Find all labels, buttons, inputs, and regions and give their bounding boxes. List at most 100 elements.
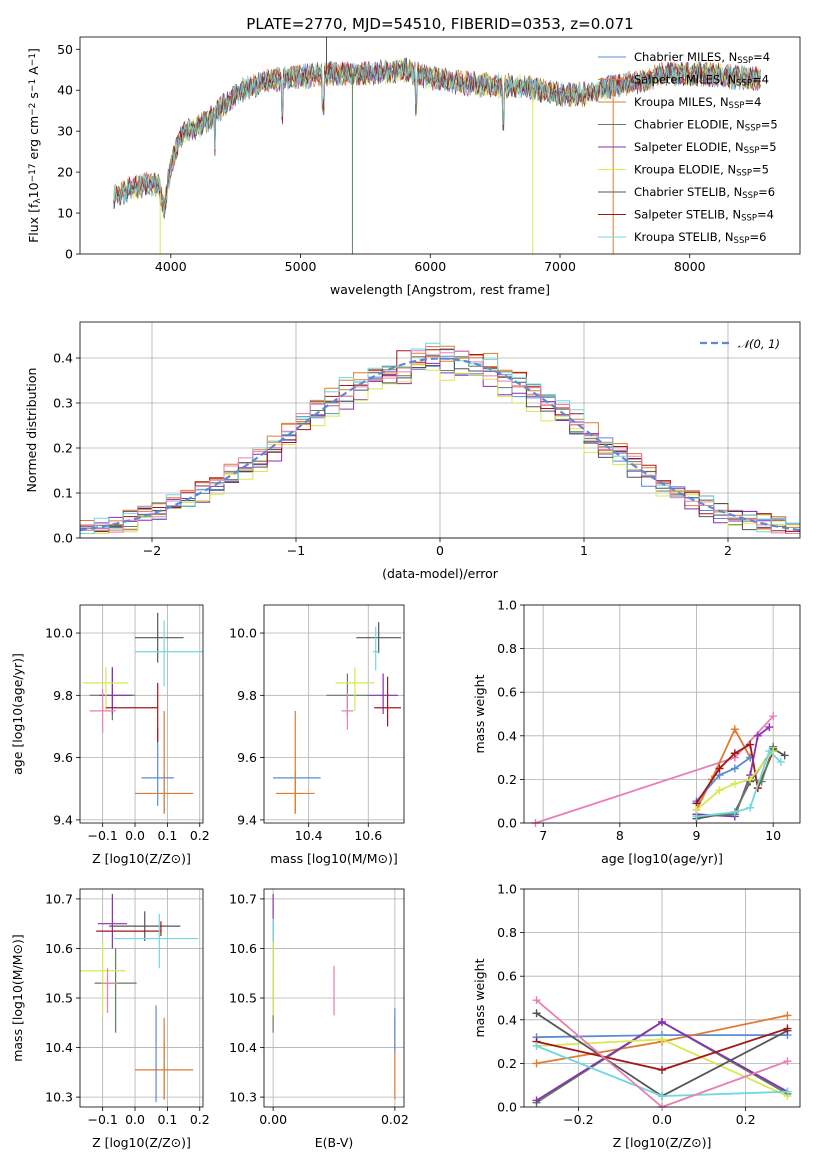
figure-title: PLATE=2770, MJD=54510, FIBERID=0353, z=0…	[246, 15, 633, 33]
x-tick-label: 9	[693, 828, 701, 843]
weight-point	[730, 779, 739, 788]
weight-point	[783, 1024, 792, 1033]
label-part: Flux [f	[26, 203, 41, 243]
y-tick-label: 10.7	[45, 891, 73, 906]
legend-suffix: =6	[749, 230, 766, 244]
weight-point	[730, 808, 739, 817]
weight-point	[753, 731, 762, 740]
weight-series-line	[535, 999, 788, 1107]
legend-sub: SSP	[737, 56, 753, 66]
y-tick-label: 10.5	[45, 991, 73, 1006]
weight-point	[730, 749, 739, 758]
y-tick-label: 0.3	[53, 396, 73, 411]
y-tick-label: 9.6	[237, 750, 257, 765]
weight-point	[783, 1087, 792, 1096]
label-part: λ	[33, 198, 43, 204]
weight-point	[776, 757, 785, 766]
y-tick-label: 30	[57, 124, 73, 139]
massweight-Z-axes: −0.2 0.0 0.2 0.0 0.2 0.4 0.6 0.8 1.0	[497, 882, 801, 1127]
weight-point	[730, 764, 739, 773]
y-tick-label: 0.4	[53, 351, 73, 366]
weight-point	[692, 812, 701, 821]
legend-text: Salpeter STELIB, N	[634, 208, 741, 222]
weight-point	[769, 712, 778, 721]
y-tick-label: 20	[57, 165, 73, 180]
normal-curve	[79, 357, 801, 532]
y-tick-label: 9.4	[53, 812, 73, 827]
x-tick-label: 0.1	[157, 1112, 177, 1127]
label-part: ]	[26, 48, 41, 53]
weight-point	[730, 725, 739, 734]
y-tick-label: 10.5	[229, 991, 257, 1006]
label-part: −17	[28, 163, 38, 182]
axes-frame	[523, 604, 801, 824]
x-tick-label: −2	[143, 543, 161, 558]
x-tick-label: 0.1	[157, 828, 177, 843]
weight-point	[746, 775, 755, 784]
legend-suffix: =4	[744, 95, 761, 109]
y-axis-label: mass [log10(M/M⊙)]	[10, 934, 25, 1062]
y-tick-label: 10	[57, 206, 73, 221]
x-tick-label: 0.2	[736, 1112, 756, 1127]
x-axis-label: wavelength [Angstrom, rest frame]	[330, 282, 550, 297]
y-tick-label: 9.4	[237, 812, 257, 827]
weight-point	[532, 1096, 541, 1105]
x-tick-label: 10.6	[354, 828, 382, 843]
mass-Z-axes: −0.1 0.0 0.1 0.2 10.3 10.4 10.5 10.6 10.7	[45, 888, 210, 1127]
x-tick-label: 8000	[674, 259, 706, 274]
weight-point	[658, 1065, 666, 1074]
weight-point	[532, 1059, 541, 1068]
y-tick-label: 9.6	[53, 750, 73, 765]
y-tick-label: 10.6	[45, 941, 73, 956]
legend-text: Salpeter ELODIE, N	[634, 140, 744, 154]
legend-entry: Salpeter MILES, NSSP=4	[634, 73, 769, 89]
legend-sub: SSP	[729, 101, 745, 111]
mass-EBV-axes: 0.00 0.02 10.3 10.4 10.5 10.6 10.7	[229, 888, 409, 1127]
label-part: 10	[26, 182, 41, 198]
legend-suffix: =4	[757, 208, 774, 222]
x-tick-label: 0.2	[190, 1112, 210, 1127]
weight-point	[532, 1009, 541, 1018]
residuals-axes: −2 −1 0 1 2 0.0 0.1 0.2 0.3 0.4	[53, 321, 801, 558]
legend-suffix: =6	[758, 185, 775, 199]
y-tick-label: 0.0	[497, 816, 517, 831]
axes-frame	[79, 604, 204, 824]
y-tick-label: 9.8	[53, 688, 73, 703]
weight-point	[715, 764, 724, 773]
y-tick-label: 1.0	[497, 598, 517, 613]
y-tick-label: 0.8	[497, 641, 517, 656]
y-tick-label: 0.2	[497, 772, 517, 787]
y-tick-label: 0.2	[497, 1056, 517, 1071]
legend-text: Kroupa MILES, N	[634, 95, 729, 109]
y-tick-label: 10.4	[45, 1040, 73, 1055]
y-tick-label: 10.0	[45, 626, 73, 641]
y-tick-label: 10.6	[229, 941, 257, 956]
y-tick-label: 0.4	[497, 728, 517, 743]
y-tick-label: 0.0	[53, 531, 73, 546]
legend-text: Salpeter MILES, N	[634, 73, 736, 87]
x-tick-label: −0.1	[87, 828, 117, 843]
x-tick-label: 7000	[544, 259, 576, 274]
legend-sub: SSP	[734, 236, 750, 246]
legend-entry: Kroupa STELIB, NSSP=6	[634, 230, 766, 246]
y-axis-label: Normed distribution	[24, 368, 39, 493]
axes-frame	[263, 888, 405, 1108]
age-Z-axes: −0.1 0.0 0.1 0.2 9.4 9.6 9.8 10.0	[45, 604, 210, 843]
legend-sub: SSP	[736, 79, 752, 89]
legend-text: Kroupa STELIB, N	[634, 230, 734, 244]
y-tick-label: 10.3	[229, 1090, 257, 1105]
weight-series-line	[695, 756, 751, 802]
weight-point	[765, 747, 774, 756]
y-axis-label: mass weight	[472, 958, 487, 1037]
legend-sub: SSP	[736, 169, 752, 179]
weight-point	[765, 723, 774, 732]
y-tick-label: 0.8	[497, 925, 517, 940]
weight-point	[746, 803, 755, 812]
y-tick-label: 0.0	[497, 1100, 517, 1115]
legend-entry: Chabrier STELIB, NSSP=6	[634, 185, 775, 201]
y-tick-label: 10.4	[229, 1040, 257, 1055]
axes-frame	[523, 888, 801, 1108]
x-tick-label: 10.4	[295, 828, 323, 843]
legend-text: Chabrier ELODIE, N	[634, 118, 745, 132]
